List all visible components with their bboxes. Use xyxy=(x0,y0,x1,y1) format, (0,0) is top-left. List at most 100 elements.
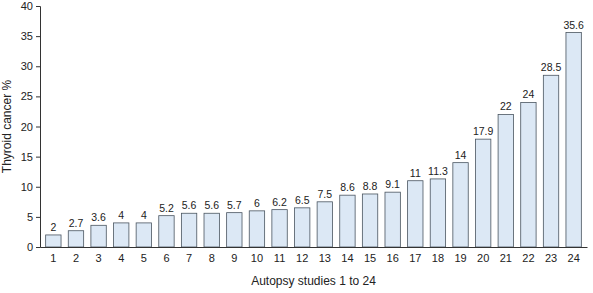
data-label: 7.5 xyxy=(318,188,333,200)
tick-label: 17 xyxy=(409,252,421,264)
data-label: 4 xyxy=(141,209,147,221)
tick: 17 xyxy=(409,252,421,264)
data-label: 5.6 xyxy=(182,199,197,211)
bar xyxy=(204,213,219,247)
tick-label: 1 xyxy=(50,252,56,264)
tick: 2 xyxy=(73,252,79,264)
tick: 15 xyxy=(364,252,376,264)
bar xyxy=(46,235,61,247)
tick: 9 xyxy=(231,252,237,264)
bar xyxy=(566,33,581,247)
bar xyxy=(249,211,264,247)
tick-mark xyxy=(36,36,40,37)
tick: 25 xyxy=(21,90,40,102)
tick-label: 3 xyxy=(96,252,102,264)
tick-mark xyxy=(36,66,40,67)
tick: 19 xyxy=(454,252,466,264)
data-label: 28.5 xyxy=(541,61,562,73)
tick: 8 xyxy=(209,252,215,264)
tick-label: 22 xyxy=(522,252,534,264)
tick-label: 15 xyxy=(21,151,33,163)
y-axis: 0510152025303540 xyxy=(21,0,41,253)
data-label: 22 xyxy=(500,100,512,112)
data-label: 6 xyxy=(254,197,260,209)
tick: 10 xyxy=(251,252,263,264)
tick-mark xyxy=(36,6,40,7)
tick-label: 10 xyxy=(251,252,263,264)
bar xyxy=(453,163,468,247)
tick: 10 xyxy=(21,181,40,193)
data-label: 3.6 xyxy=(91,211,106,223)
tick: 30 xyxy=(21,60,40,72)
bar xyxy=(114,223,129,247)
y-axis-title: Thyroid cancer % xyxy=(0,79,14,173)
tick-label: 12 xyxy=(296,252,308,264)
bar xyxy=(91,225,106,247)
tick-label: 23 xyxy=(545,252,557,264)
tick-label: 6 xyxy=(163,252,169,264)
tick: 13 xyxy=(319,252,331,264)
bar xyxy=(68,231,83,247)
tick: 12 xyxy=(296,252,308,264)
tick-label: 5 xyxy=(141,252,147,264)
tick: 35 xyxy=(21,30,40,42)
tick-label: 14 xyxy=(341,252,353,264)
axis-line xyxy=(36,7,41,248)
tick-mark xyxy=(36,157,40,158)
tick-label: 25 xyxy=(21,90,33,102)
bar xyxy=(317,202,332,247)
bar xyxy=(272,210,287,247)
data-label: 5.6 xyxy=(204,199,219,211)
tick-label: 13 xyxy=(319,252,331,264)
tick-label: 8 xyxy=(209,252,215,264)
data-labels: 22.73.6445.25.65.65.766.26.57.58.68.89.1… xyxy=(50,19,584,233)
tick-mark xyxy=(36,247,40,248)
tick-label: 7 xyxy=(186,252,192,264)
bar xyxy=(498,114,513,247)
tick-label: 20 xyxy=(477,252,489,264)
bar xyxy=(136,223,151,247)
data-label: 8.6 xyxy=(340,181,355,193)
data-label: 6.2 xyxy=(272,196,287,208)
tick: 1 xyxy=(50,252,56,264)
tick: 22 xyxy=(522,252,534,264)
tick: 7 xyxy=(186,252,192,264)
bar xyxy=(385,192,400,247)
tick-label: 5 xyxy=(27,211,33,223)
data-label: 9.1 xyxy=(385,178,400,190)
tick-label: 10 xyxy=(21,181,33,193)
tick: 6 xyxy=(163,252,169,264)
tick-label: 2 xyxy=(73,252,79,264)
data-label: 6.5 xyxy=(295,194,310,206)
bar xyxy=(294,208,309,247)
tick-label: 19 xyxy=(454,252,466,264)
x-axis-title: Autopsy studies 1 to 24 xyxy=(251,274,376,288)
tick-label: 9 xyxy=(231,252,237,264)
tick: 15 xyxy=(21,151,40,163)
tick-mark xyxy=(36,127,40,128)
data-label: 4 xyxy=(118,209,124,221)
bar xyxy=(181,213,196,247)
tick-label: 18 xyxy=(432,252,444,264)
tick-mark xyxy=(36,96,40,97)
data-label: 11.3 xyxy=(428,165,448,177)
tick: 5 xyxy=(27,211,40,223)
tick: 18 xyxy=(432,252,444,264)
tick: 5 xyxy=(141,252,147,264)
data-label: 17.9 xyxy=(473,125,494,137)
tick-label: 4 xyxy=(118,252,124,264)
tick-label: 30 xyxy=(21,60,33,72)
tick-label: 11 xyxy=(274,252,285,264)
bar xyxy=(521,102,536,247)
tick-label: 20 xyxy=(21,121,33,133)
tick-mark xyxy=(36,187,40,188)
data-label: 14 xyxy=(455,149,467,161)
tick: 4 xyxy=(118,252,124,264)
data-label: 8.8 xyxy=(363,180,378,192)
data-label: 35.6 xyxy=(563,19,584,31)
tick: 20 xyxy=(477,252,489,264)
data-label: 11 xyxy=(410,167,421,179)
tick-mark xyxy=(36,217,40,218)
tick-label: 0 xyxy=(27,241,33,253)
bar xyxy=(227,213,242,247)
